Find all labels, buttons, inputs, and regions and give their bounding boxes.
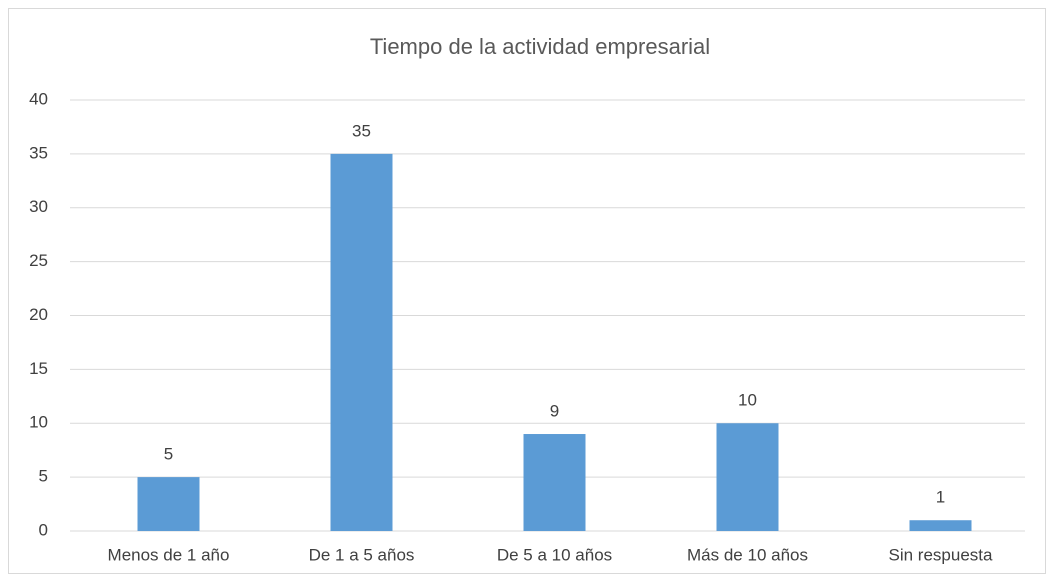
- bar: [330, 153, 393, 531]
- bar: [909, 520, 972, 531]
- y-tick-label: 35: [29, 143, 48, 162]
- y-tick-label: 0: [39, 520, 48, 539]
- x-tick-label: Menos de 1 año: [108, 545, 230, 564]
- bar: [716, 423, 779, 531]
- y-tick-label: 25: [29, 251, 48, 270]
- bar: [137, 477, 200, 531]
- data-label: 10: [738, 391, 757, 410]
- x-tick-label: De 5 a 10 años: [497, 545, 612, 564]
- data-label: 9: [550, 402, 559, 421]
- y-tick-label: 10: [29, 413, 48, 432]
- y-tick-label: 20: [29, 305, 48, 324]
- x-tick-label: Sin respuesta: [889, 545, 993, 564]
- data-label: 5: [164, 445, 173, 464]
- y-tick-label: 30: [29, 197, 48, 216]
- x-tick-label: De 1 a 5 años: [309, 545, 415, 564]
- bar: [523, 434, 586, 531]
- chart-title: Tiempo de la actividad empresarial: [370, 34, 710, 59]
- y-tick-label: 5: [39, 467, 48, 486]
- data-label: 35: [352, 121, 371, 140]
- data-label: 1: [936, 488, 945, 507]
- y-tick-label: 40: [29, 89, 48, 108]
- y-tick-label: 15: [29, 359, 48, 378]
- x-tick-label: Más de 10 años: [687, 545, 808, 564]
